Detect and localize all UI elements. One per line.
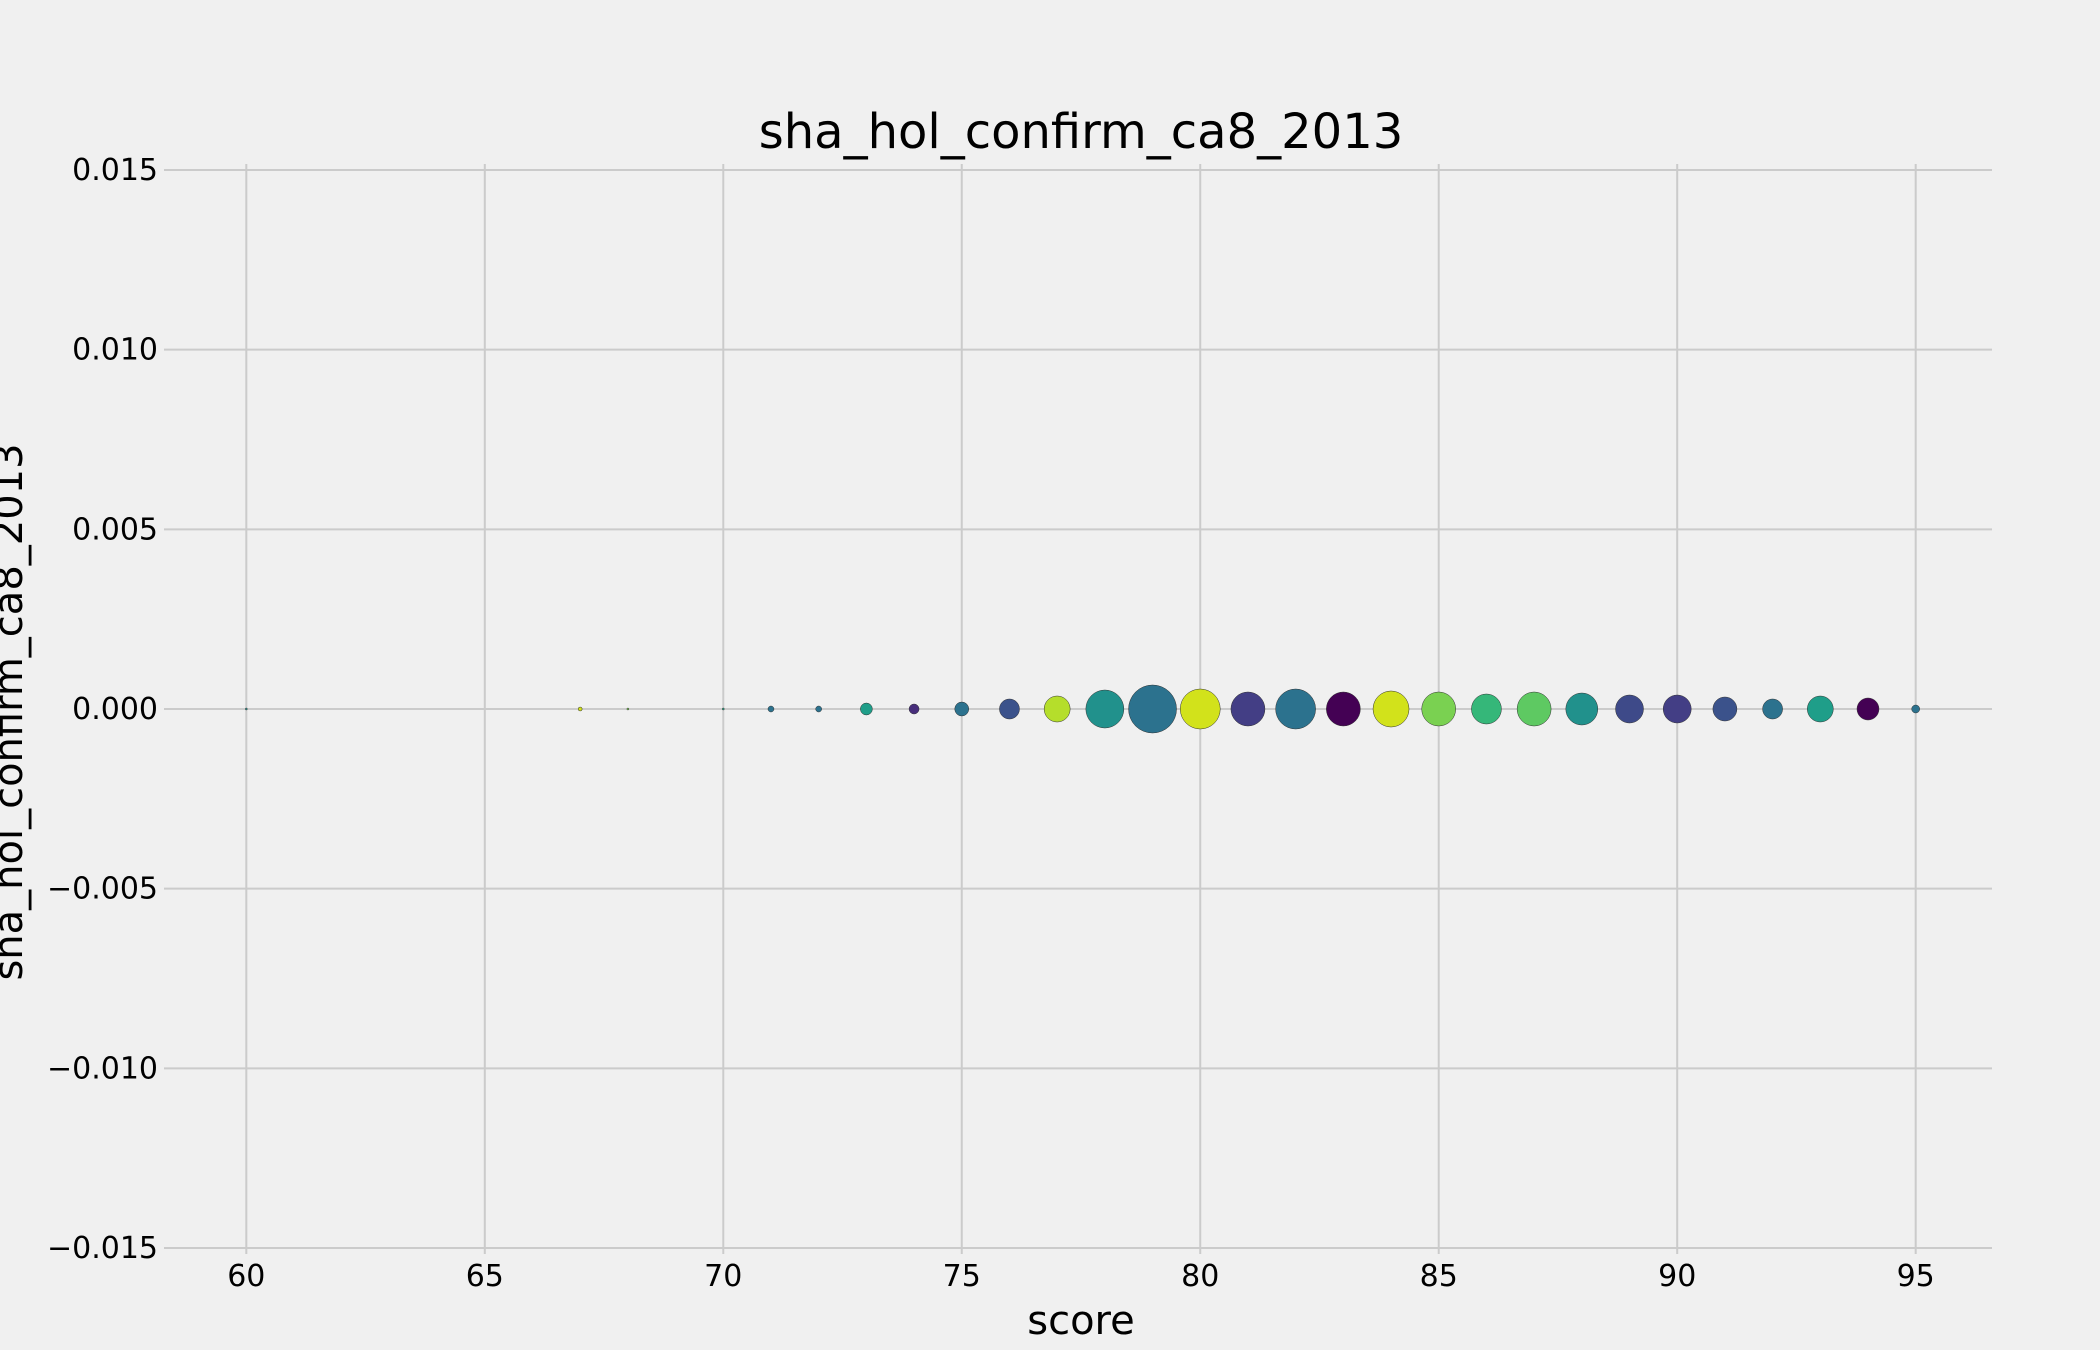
scatter-point xyxy=(954,701,970,717)
x-tick-label: 90 xyxy=(1658,1259,1696,1294)
scatter-point xyxy=(1807,695,1834,723)
y-tick-label: 0.005 xyxy=(72,512,158,547)
scatter-point xyxy=(1043,695,1071,723)
x-tick-label: 80 xyxy=(1181,1259,1219,1294)
scatter-point xyxy=(1712,696,1738,722)
scatter-point xyxy=(1179,688,1221,730)
scatter-point xyxy=(815,705,822,713)
scatter-point xyxy=(1856,697,1880,721)
x-tick-label: 95 xyxy=(1897,1259,1935,1294)
scatter-point xyxy=(1372,690,1410,728)
y-gridlines xyxy=(164,169,1992,1249)
scatter-points xyxy=(245,684,1920,734)
y-tick-labels: 0.015 0.010 0.005 0.000 −0.005 −0.010 −0.015 xyxy=(47,153,158,1266)
x-tick-label: 65 xyxy=(466,1259,504,1294)
x-tick-label: 60 xyxy=(227,1259,265,1294)
y-tick-label: 0.015 xyxy=(72,153,158,188)
x-tick-labels: 60 65 70 75 80 85 90 95 xyxy=(227,1259,1935,1294)
scatter-point xyxy=(577,706,583,712)
scatter-point xyxy=(1326,691,1361,727)
scatter-point xyxy=(1762,698,1783,720)
scatter-point xyxy=(1471,693,1502,725)
scatter-point xyxy=(1911,704,1920,714)
y-tick-label: 0.000 xyxy=(72,692,158,727)
y-tick-label: −0.005 xyxy=(47,872,158,907)
x-tick-label: 85 xyxy=(1420,1259,1458,1294)
y-axis-label: sha_hol_confirm_ca8_2013 xyxy=(0,443,32,980)
scatter-point xyxy=(1565,692,1599,726)
scatter-point xyxy=(1230,691,1266,727)
scatter-point xyxy=(999,698,1020,720)
scatter-point xyxy=(1421,691,1456,727)
scatter-point xyxy=(1275,688,1316,730)
chart-title: sha_hol_confirm_ca8_2013 xyxy=(759,104,1404,160)
x-tick-label: 75 xyxy=(943,1259,981,1294)
scatter-point xyxy=(1516,691,1552,727)
x-tick-label: 70 xyxy=(704,1259,742,1294)
scatter-point xyxy=(908,703,920,715)
scatter-point xyxy=(626,707,630,711)
scatter-point xyxy=(245,707,248,711)
scatter-point xyxy=(722,707,725,711)
y-tick-label: −0.010 xyxy=(47,1051,158,1086)
x-axis-label: score xyxy=(1027,1298,1134,1344)
scatter-point xyxy=(1615,694,1644,724)
y-tick-label: 0.010 xyxy=(72,333,158,368)
scatter-point xyxy=(1085,689,1125,729)
y-tick-label: −0.015 xyxy=(47,1231,158,1266)
scatter-point xyxy=(1662,694,1692,724)
scatter-point xyxy=(860,702,873,716)
scatter-point xyxy=(1128,684,1177,734)
scatter-point xyxy=(767,705,775,713)
